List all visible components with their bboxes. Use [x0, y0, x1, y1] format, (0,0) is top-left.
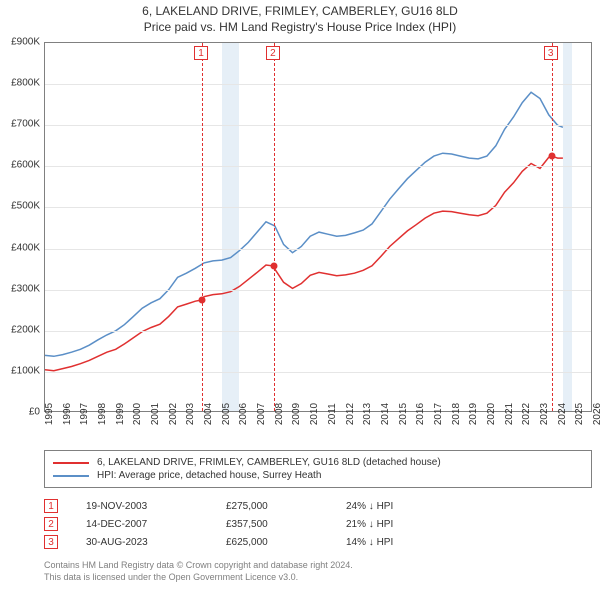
chart-area [44, 42, 592, 412]
sale-number: 2 [44, 517, 58, 531]
gridline [45, 249, 591, 250]
gridline [45, 125, 591, 126]
x-tick-label: 2020 [486, 403, 497, 425]
x-tick-label: 2013 [362, 403, 373, 425]
sale-marker-dot [548, 153, 555, 160]
gridline [45, 207, 591, 208]
sale-number: 3 [44, 535, 58, 549]
series-line [45, 156, 563, 371]
y-tick-label: £0 [0, 407, 40, 418]
sale-price: £275,000 [226, 501, 346, 512]
x-tick-label: 2006 [238, 403, 249, 425]
x-tick-label: 2016 [415, 403, 426, 425]
x-tick-label: 2009 [291, 403, 302, 425]
legend-label: HPI: Average price, detached house, Surr… [97, 470, 321, 481]
sale-date: 14-DEC-2007 [86, 519, 226, 530]
sale-diff: 24% ↓ HPI [346, 501, 466, 512]
x-tick-label: 2011 [327, 403, 338, 425]
x-tick-label: 2025 [574, 403, 585, 425]
x-tick-label: 2021 [504, 403, 515, 425]
line-svg [45, 43, 592, 412]
y-tick-label: £500K [0, 201, 40, 212]
legend-row: 6, LAKELAND DRIVE, FRIMLEY, CAMBERLEY, G… [53, 457, 583, 468]
sale-marker-line [552, 43, 553, 411]
legend-label: 6, LAKELAND DRIVE, FRIMLEY, CAMBERLEY, G… [97, 457, 441, 468]
y-tick-label: £400K [0, 242, 40, 253]
legend-row: HPI: Average price, detached house, Surr… [53, 470, 583, 481]
x-tick-label: 2005 [221, 403, 232, 425]
x-tick-label: 2018 [451, 403, 462, 425]
x-tick-label: 1999 [115, 403, 126, 425]
sale-number: 1 [44, 499, 58, 513]
x-tick-label: 2022 [521, 403, 532, 425]
legend-swatch [53, 462, 89, 464]
y-tick-label: £200K [0, 324, 40, 335]
x-tick-label: 2026 [592, 403, 600, 425]
x-tick-label: 2007 [256, 403, 267, 425]
sale-row: 3 30-AUG-2023£625,00014% ↓ HPI [44, 535, 592, 549]
sale-diff: 21% ↓ HPI [346, 519, 466, 530]
y-tick-label: £300K [0, 283, 40, 294]
y-tick-label: £600K [0, 160, 40, 171]
attribution-line: This data is licensed under the Open Gov… [44, 572, 592, 584]
sales-table: 1 19-NOV-2003£275,00024% ↓ HPI 2 14-DEC-200… [44, 495, 592, 553]
titles: 6, LAKELAND DRIVE, FRIMLEY, CAMBERLEY, G… [0, 0, 600, 34]
legend: 6, LAKELAND DRIVE, FRIMLEY, CAMBERLEY, G… [44, 450, 592, 488]
x-tick-label: 2002 [168, 403, 179, 425]
x-tick-label: 2019 [468, 403, 479, 425]
y-tick-label: £800K [0, 78, 40, 89]
attribution: Contains HM Land Registry data © Crown c… [44, 560, 592, 583]
gridline [45, 84, 591, 85]
x-tick-label: 2014 [380, 403, 391, 425]
x-tick-label: 2008 [274, 403, 285, 425]
title-main: 6, LAKELAND DRIVE, FRIMLEY, CAMBERLEY, G… [0, 4, 600, 18]
sale-diff: 14% ↓ HPI [346, 537, 466, 548]
sale-marker-line [274, 43, 275, 411]
x-tick-label: 2004 [203, 403, 214, 425]
y-tick-label: £700K [0, 119, 40, 130]
sale-marker-line [202, 43, 203, 411]
sale-date: 30-AUG-2023 [86, 537, 226, 548]
x-tick-label: 1996 [62, 403, 73, 425]
sale-price: £357,500 [226, 519, 346, 530]
x-tick-label: 1995 [44, 403, 55, 425]
sale-price: £625,000 [226, 537, 346, 548]
sale-row: 1 19-NOV-2003£275,00024% ↓ HPI [44, 499, 592, 513]
y-tick-label: £100K [0, 365, 40, 376]
x-tick-label: 2010 [309, 403, 320, 425]
sale-row: 2 14-DEC-2007£357,50021% ↓ HPI [44, 517, 592, 531]
x-tick-label: 2017 [433, 403, 444, 425]
x-tick-label: 2015 [398, 403, 409, 425]
plot-area [44, 42, 592, 412]
gridline [45, 166, 591, 167]
legend-swatch [53, 475, 89, 477]
gridline [45, 290, 591, 291]
attribution-line: Contains HM Land Registry data © Crown c… [44, 560, 592, 572]
sale-marker-box: 3 [544, 46, 558, 60]
x-tick-label: 1997 [79, 403, 90, 425]
sale-marker-dot [270, 263, 277, 270]
gridline [45, 372, 591, 373]
gridline [45, 331, 591, 332]
title-sub: Price paid vs. HM Land Registry's House … [0, 20, 600, 34]
x-tick-label: 2024 [557, 403, 568, 425]
sale-marker-box: 1 [194, 46, 208, 60]
x-tick-label: 1998 [97, 403, 108, 425]
series-line [45, 92, 563, 356]
sale-marker-box: 2 [266, 46, 280, 60]
y-tick-label: £900K [0, 37, 40, 48]
x-tick-label: 2001 [150, 403, 161, 425]
x-tick-label: 2000 [132, 403, 143, 425]
x-tick-label: 2012 [345, 403, 356, 425]
x-tick-label: 2003 [185, 403, 196, 425]
sale-marker-dot [198, 296, 205, 303]
chart-container: 6, LAKELAND DRIVE, FRIMLEY, CAMBERLEY, G… [0, 0, 600, 590]
sale-date: 19-NOV-2003 [86, 501, 226, 512]
x-tick-label: 2023 [539, 403, 550, 425]
